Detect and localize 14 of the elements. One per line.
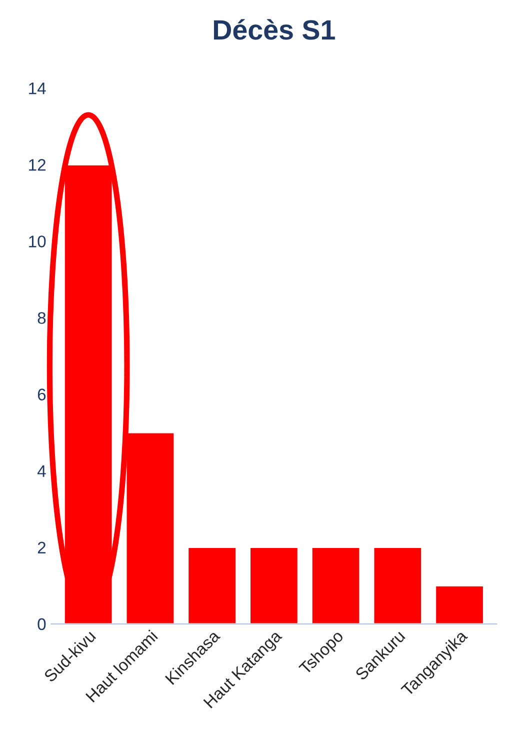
y-tick-label: 10	[29, 236, 46, 248]
y-tick-label: 4	[37, 465, 46, 477]
y-tick-label: 14	[29, 82, 46, 94]
bar	[187, 546, 237, 624]
bar	[310, 546, 361, 624]
bar	[372, 546, 422, 624]
y-tick-label: 6	[38, 388, 46, 400]
bar	[249, 546, 299, 624]
bar	[434, 584, 484, 624]
y-tick-label: 8	[38, 312, 46, 324]
chart-title: Décès S1	[214, 19, 335, 40]
y-tick-label: 0	[38, 618, 46, 630]
y-tick-label: 2	[38, 542, 46, 554]
y-tick-label: 12	[29, 159, 46, 171]
